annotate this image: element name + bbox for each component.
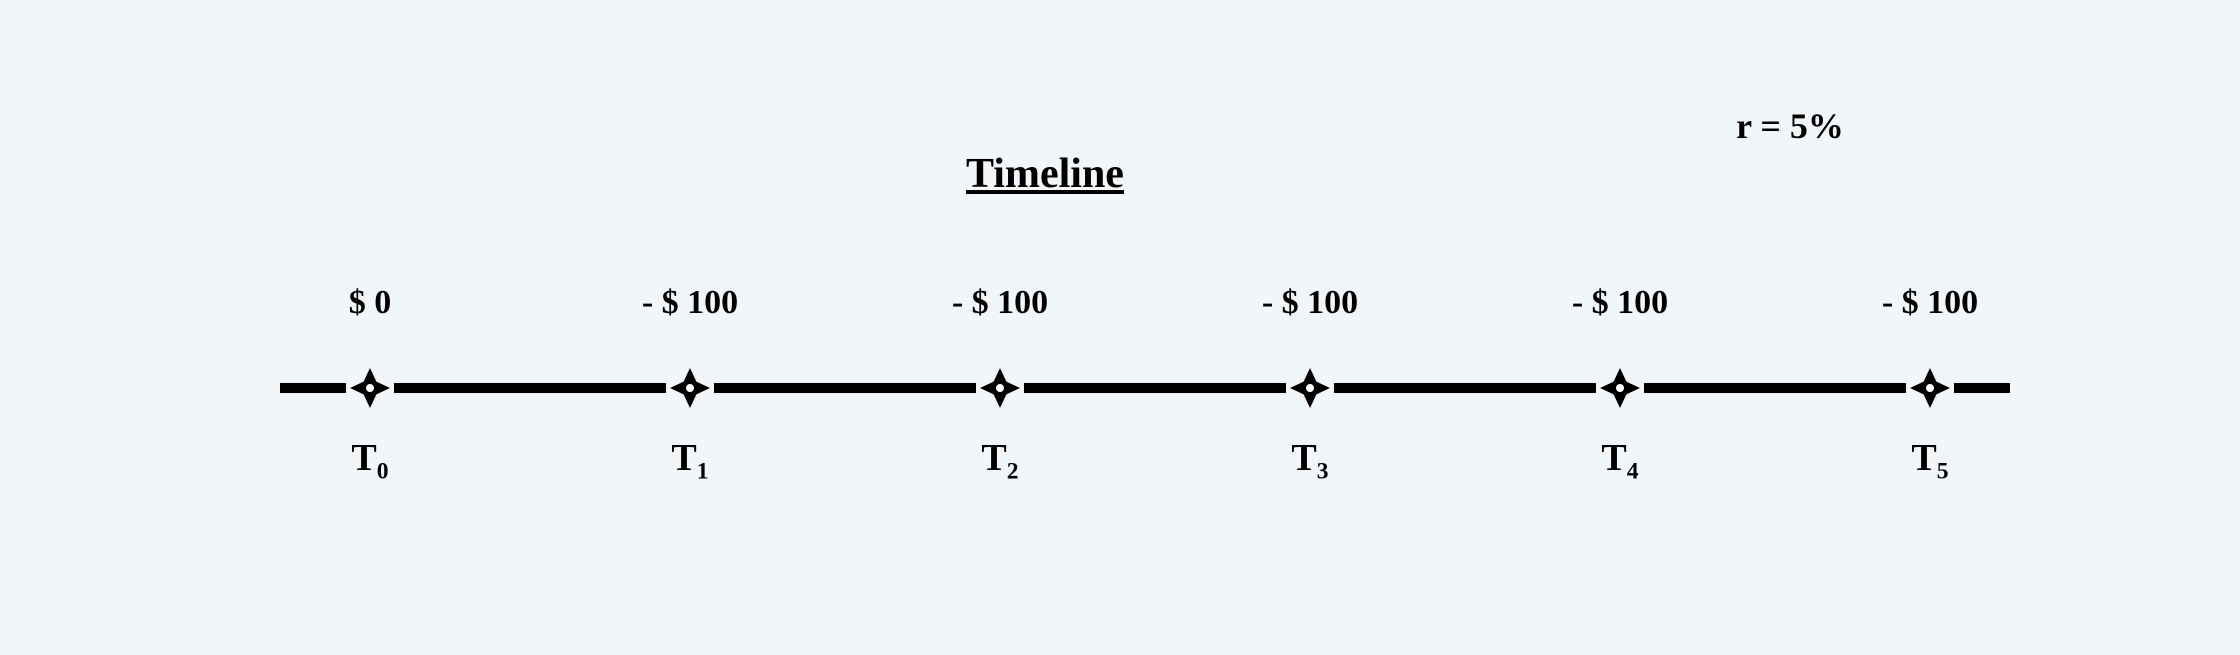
- period-label-main: T: [671, 437, 696, 479]
- period-label-main: T: [1911, 437, 1936, 479]
- period-label-sub: 3: [1317, 459, 1329, 485]
- period-label-main: T: [1291, 437, 1316, 479]
- axis-segment: [1954, 383, 2010, 393]
- cashflow-value: - $ 100: [1262, 284, 1358, 322]
- tick-marker-icon: [1290, 368, 1330, 408]
- period-label-sub: 2: [1007, 459, 1019, 485]
- axis-segment: [280, 383, 346, 393]
- period-label: T2: [981, 436, 1018, 480]
- tick-marker-icon: [980, 368, 1020, 408]
- tick-marker-icon: [350, 368, 390, 408]
- axis-segment: [1334, 383, 1596, 393]
- period-label-sub: 4: [1627, 459, 1639, 485]
- axis-segment: [1644, 383, 1906, 393]
- period-label: T4: [1601, 436, 1638, 480]
- period-label: T0: [351, 436, 388, 480]
- period-label-sub: 1: [697, 459, 709, 485]
- cashflow-value: $ 0: [349, 284, 392, 322]
- axis-segment: [714, 383, 976, 393]
- timeline-title: Timeline: [966, 150, 1124, 198]
- period-label: T1: [671, 436, 708, 480]
- period-label-main: T: [1601, 437, 1626, 479]
- axis-segment: [394, 383, 666, 393]
- cashflow-value: - $ 100: [952, 284, 1048, 322]
- cashflow-value: - $ 100: [1572, 284, 1668, 322]
- rate-label: r = 5%: [1736, 105, 1844, 147]
- cashflow-value: - $ 100: [1882, 284, 1978, 322]
- period-label: T5: [1911, 436, 1948, 480]
- period-label-sub: 5: [1937, 459, 1949, 485]
- period-label: T3: [1291, 436, 1328, 480]
- axis-segment: [1024, 383, 1286, 393]
- tick-marker-icon: [670, 368, 710, 408]
- period-label-main: T: [981, 437, 1006, 479]
- period-label-sub: 0: [377, 459, 389, 485]
- tick-marker-icon: [1600, 368, 1640, 408]
- period-label-main: T: [351, 437, 376, 479]
- tick-marker-icon: [1910, 368, 1950, 408]
- cashflow-value: - $ 100: [642, 284, 738, 322]
